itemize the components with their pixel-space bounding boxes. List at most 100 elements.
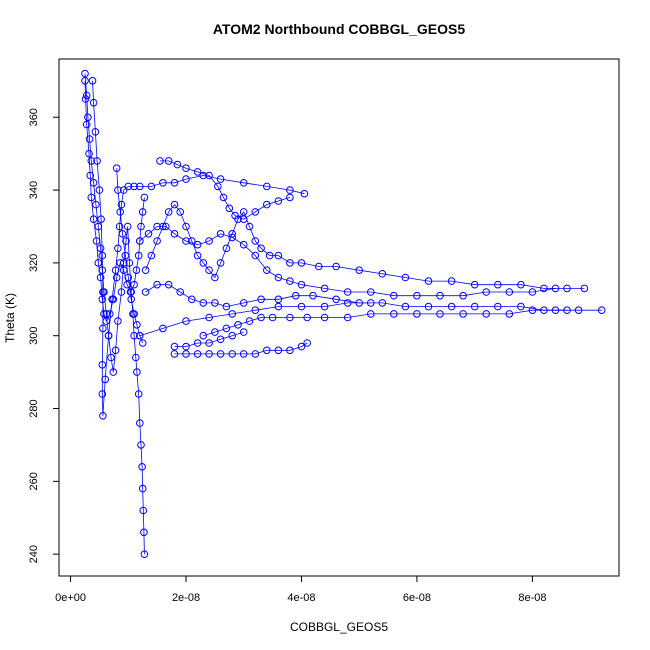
data-point [222,244,231,253]
data-point [257,244,265,253]
data-point [193,251,202,260]
data-point [216,335,225,344]
data-point [436,310,444,318]
data-point [130,280,138,289]
data-point [309,291,317,300]
data-point [98,361,107,369]
data-point [300,189,309,198]
data-point [320,284,329,293]
data-point [133,321,141,329]
data-point [116,259,124,267]
chart-title: ATOM2 Northbound COBBGL_GEOS5 [213,21,465,37]
data-point [117,200,126,209]
data-point [176,208,184,216]
data-point [126,288,135,296]
data-point [164,208,173,216]
data-point [136,237,144,245]
data-point [286,259,294,267]
data-point [257,295,265,304]
data-point [205,171,213,180]
data-point [297,259,306,267]
data-point [130,310,138,318]
y-tick-label: 300 [28,327,40,345]
data-point [216,175,225,183]
data-point [234,215,242,223]
data-point [239,299,248,307]
y-tick-label: 360 [28,108,40,126]
data-point [343,299,352,307]
data-point [447,277,456,285]
data-point [228,350,236,358]
data-point [173,160,182,169]
data-point [87,193,96,202]
data-point [265,251,274,260]
data-point [93,157,101,165]
data-point [85,149,93,158]
data-point [343,288,352,296]
data-point [170,230,179,238]
data-point [98,251,107,260]
data-point [164,157,173,165]
data-point [193,350,202,358]
data-point [263,200,271,209]
data-point [130,331,138,340]
data-point [99,288,107,296]
y-tick-label: 240 [28,545,40,563]
data-point [390,291,398,300]
y-axis: 240 260 280 300 320 340 360 [28,108,60,563]
data-point [228,310,236,318]
data-point [320,313,329,322]
data-point [111,266,120,275]
data-point [225,204,234,213]
data-point [112,273,121,282]
y-tick-label: 280 [28,399,40,417]
data-point [124,273,133,282]
data-point [193,168,202,176]
data-point [263,346,271,355]
data-point [132,353,140,362]
data-point [251,237,260,245]
data-point [182,175,190,183]
data-point [102,317,111,325]
data-point [147,251,156,260]
data-point [118,230,127,238]
data-point [540,284,548,293]
data-point [378,270,387,278]
data-point [170,350,179,358]
data-point [193,339,202,347]
data-point [563,284,571,293]
data-point [127,295,135,304]
data-point [88,77,97,85]
data-point [286,313,294,322]
data-point [505,288,514,296]
data-point [251,208,260,216]
data-point [136,331,144,340]
data-point [239,240,248,249]
data-point [140,193,149,202]
data-point [597,306,606,315]
data-point [274,251,283,260]
data-point [137,441,145,449]
data-point [401,273,410,282]
data-point [211,273,219,282]
series-line [139,226,556,297]
y-tick-label: 320 [28,254,40,272]
data-point [94,259,103,267]
data-point [81,77,89,85]
data-point [140,528,148,537]
data-point [188,237,196,245]
data-point [367,288,375,296]
data-point [291,291,300,300]
data-point [182,222,190,231]
data-point [81,95,90,103]
data-point [286,346,294,355]
data-point [114,244,122,253]
data-point [84,113,92,122]
data-point [228,233,236,242]
data-point [332,295,340,304]
data-point [124,182,133,191]
data-point [134,251,143,260]
data-point [470,280,479,289]
data-point [268,313,277,322]
data-point [164,280,173,289]
